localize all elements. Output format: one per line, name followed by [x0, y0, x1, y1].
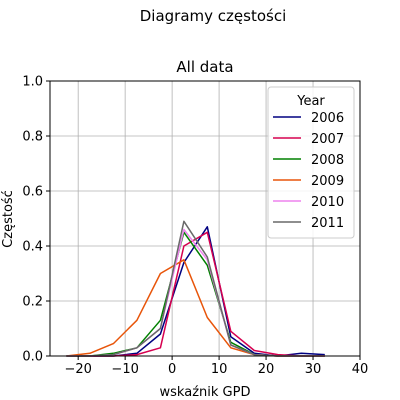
y-tick-label: 0.0: [22, 350, 43, 365]
x-tick-label: 40: [352, 362, 369, 377]
x-tick-label: −20: [64, 362, 91, 377]
x-axis-label: wskaźnik GPD: [160, 385, 251, 400]
y-tick-label: 0.6: [22, 185, 43, 200]
series-line-2009: [66, 259, 325, 357]
x-tick-label: 20: [258, 362, 275, 377]
legend-label-2009: 2009: [311, 174, 344, 189]
legend-label-2011: 2011: [311, 216, 344, 231]
legend: Year 2006 2007 2008 2009 2010 2011: [267, 86, 355, 239]
plot-area: [49, 80, 361, 357]
y-tick-label: 1.0: [22, 75, 43, 90]
chart-suptitle: Diagramy częstości: [140, 7, 287, 25]
y-tick-label: 0.2: [22, 295, 43, 310]
series-line-2008: [66, 231, 325, 357]
x-tick-label: 30: [305, 362, 322, 377]
series-lines: [66, 220, 325, 357]
legend-entries: 2006 2007 2008 2009 2010 2011: [273, 111, 344, 231]
legend-label-2007: 2007: [311, 132, 344, 147]
x-tick-label: 0: [168, 362, 176, 377]
series-line-2007: [66, 231, 325, 357]
y-tick-label: 0.4: [22, 240, 43, 255]
legend-title: Year: [296, 94, 325, 109]
y-axis-ticks: 0.0 0.2 0.4 0.6 0.8 1.0: [22, 75, 50, 365]
x-tick-label: −10: [111, 362, 138, 377]
legend-label-2010: 2010: [311, 195, 344, 210]
chart-title: All data: [176, 58, 233, 76]
legend-label-2006: 2006: [311, 111, 344, 126]
y-axis-label: Częstość: [1, 190, 16, 248]
x-tick-label: 10: [211, 362, 228, 377]
y-tick-label: 0.8: [22, 130, 43, 145]
x-axis-ticks: −20 −10 0 10 20 30 40: [64, 356, 368, 377]
legend-label-2008: 2008: [311, 153, 344, 168]
